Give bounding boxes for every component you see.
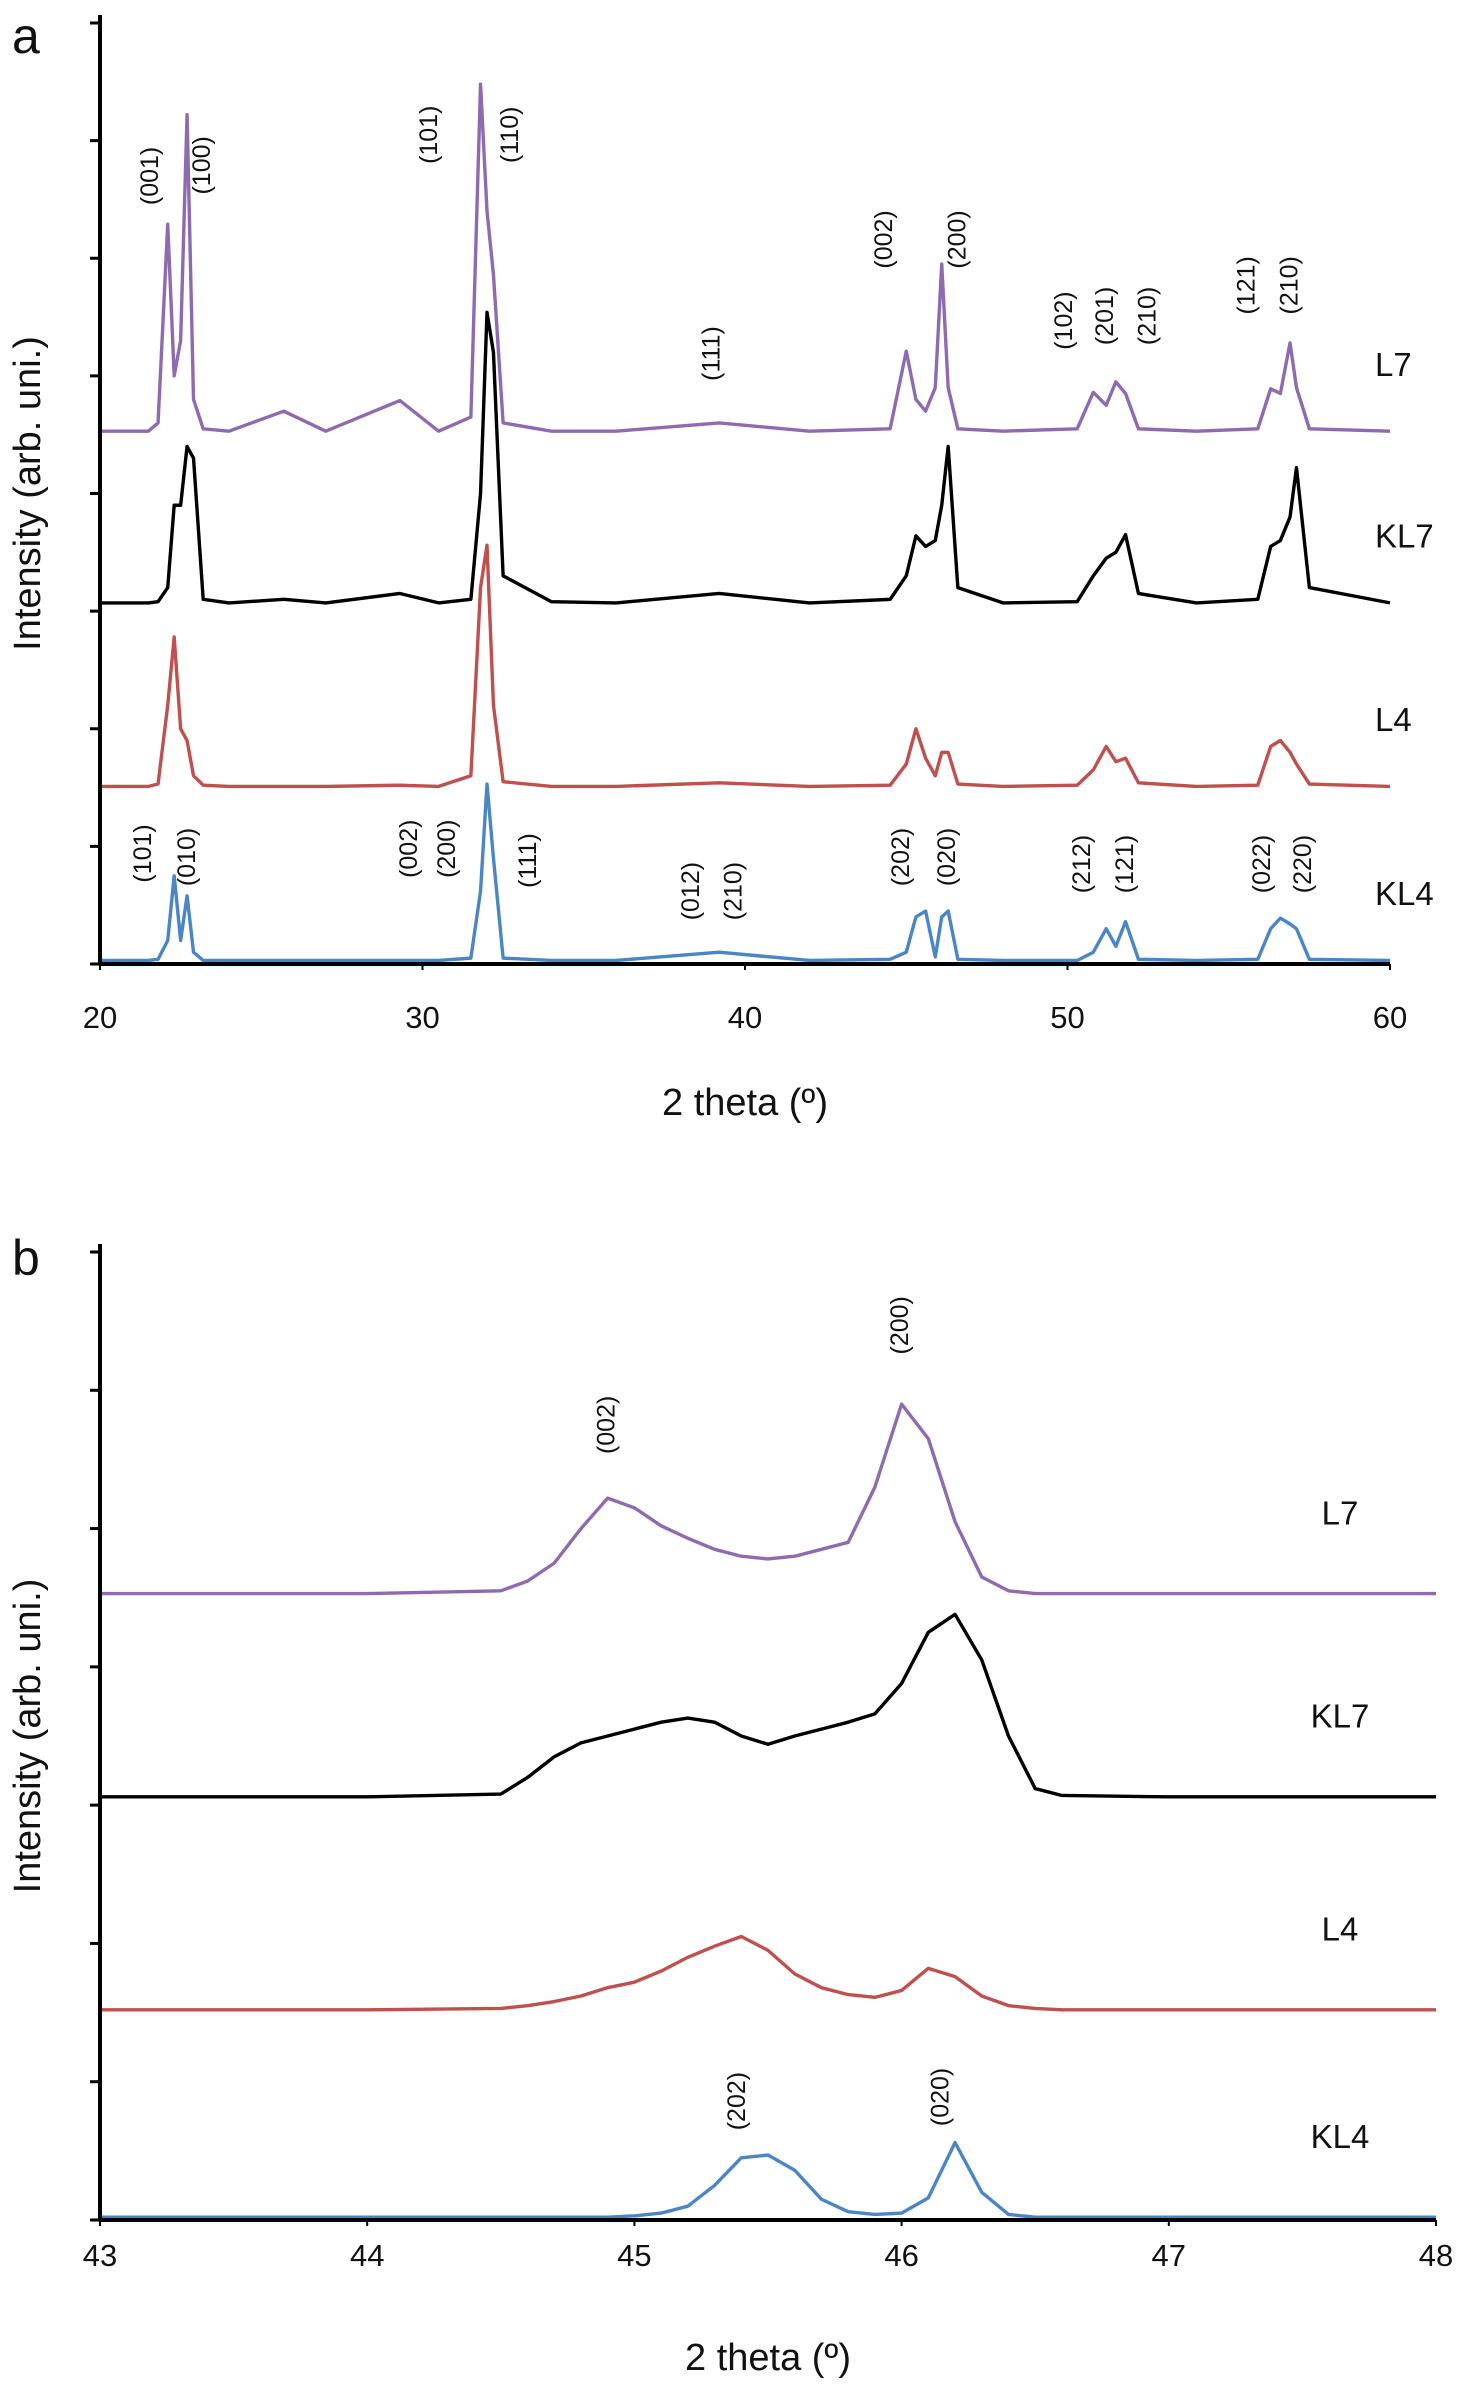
peak-annotation: (002) (395, 820, 423, 878)
series-label: KL7 (1311, 1698, 1370, 1735)
peak-annotation: (020) (933, 828, 961, 886)
x-tick-label: 47 (1152, 2238, 1186, 2273)
x-tick-label: 44 (350, 2238, 384, 2273)
peak-annotation: (110) (496, 106, 524, 163)
series-line (100, 1612, 1436, 1799)
peak-annotation: (121) (1233, 256, 1261, 314)
series-line (100, 2140, 1436, 2219)
peak-annotation: (022) (1248, 835, 1276, 893)
peak-annotation: (121) (1111, 835, 1139, 893)
peak-annotation: (200) (433, 820, 461, 878)
series-label: L7 (1375, 346, 1412, 383)
peak-annotation: (101) (415, 106, 443, 164)
x-tick-label: 48 (1419, 2238, 1453, 2273)
series-label: KL7 (1375, 518, 1434, 555)
peak-annotation: (210) (720, 862, 748, 920)
peak-annotation: (101) (129, 824, 157, 882)
peak-annotation: (102) (1050, 291, 1078, 349)
x-tick-label: 46 (884, 2238, 918, 2273)
peak-annotation: (201) (1091, 287, 1119, 345)
series-line (100, 1402, 1436, 1596)
peak-annotation: (202) (887, 828, 915, 886)
peak-annotation: (200) (943, 210, 971, 268)
peak-annotation: (100) (188, 136, 216, 194)
peak-annotation: (020) (926, 2068, 954, 2126)
series-line (100, 1934, 1436, 2012)
peak-annotation: (210) (1275, 256, 1303, 314)
peak-annotation: (210) (1134, 287, 1162, 345)
series-line (100, 543, 1391, 789)
x-tick-label: 45 (617, 2238, 651, 2273)
peak-annotation: (220) (1289, 835, 1317, 893)
panel-label: a (12, 8, 40, 64)
y-axis-title: Intensity (arb. uni.) (7, 1579, 49, 1894)
series-label: L4 (1375, 701, 1412, 738)
series-line (100, 310, 1391, 605)
x-tick-label: 30 (405, 1000, 439, 1035)
series-label: KL4 (1375, 875, 1434, 912)
peak-annotation: (010) (173, 828, 201, 886)
x-tick-label: 40 (728, 1000, 762, 1035)
peak-annotation: (012) (677, 862, 705, 920)
series-line (100, 782, 1391, 963)
peak-annotation: (002) (870, 210, 898, 268)
x-tick-label: 50 (1050, 1000, 1084, 1035)
y-axis-title: Intensity (arb. uni.) (7, 336, 49, 651)
x-tick-label: 60 (1373, 1000, 1407, 1035)
x-axis-title: 2 theta (º) (662, 1082, 828, 1124)
peak-annotation: (212) (1068, 835, 1096, 893)
peak-annotation: (001) (136, 147, 164, 205)
series-label: KL4 (1311, 2118, 1370, 2155)
series-label: L7 (1322, 1494, 1359, 1531)
peak-annotation: (202) (723, 2072, 751, 2130)
x-axis-title: 2 theta (º) (685, 2337, 851, 2379)
series-label: L4 (1322, 1911, 1359, 1948)
peak-annotation: (002) (592, 1396, 620, 1454)
peak-annotation: (200) (886, 1296, 914, 1354)
x-tick-label: 20 (83, 1000, 117, 1035)
series-line (100, 82, 1391, 433)
peak-annotation: (111) (697, 326, 725, 381)
panel-label: b (12, 1230, 40, 1286)
x-tick-label: 43 (83, 2238, 117, 2273)
peak-annotation: (111) (514, 833, 542, 888)
